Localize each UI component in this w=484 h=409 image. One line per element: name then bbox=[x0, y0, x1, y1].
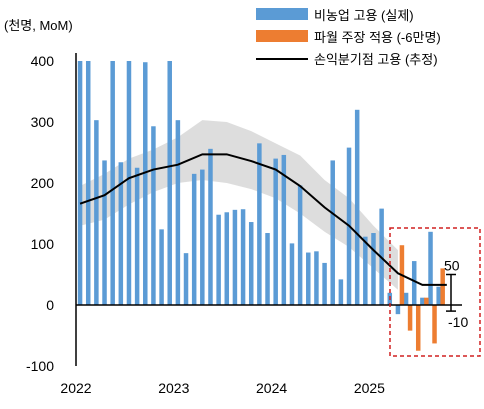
bar-actual-2022-05 bbox=[110, 61, 115, 305]
band-area bbox=[80, 120, 398, 290]
annotation-label: -10 bbox=[448, 314, 468, 330]
bar-actual-2023-07 bbox=[224, 212, 230, 305]
bar-actual-2023-03 bbox=[191, 173, 197, 305]
bar-actual-2025-06 bbox=[411, 261, 417, 305]
bar-actual-2025-08 bbox=[428, 231, 433, 305]
bar-actual-2023-10 bbox=[248, 222, 254, 305]
bar-actual-2022-04 bbox=[102, 160, 107, 305]
bar-actual-2024-08 bbox=[330, 160, 335, 305]
bar-actual-2023-06 bbox=[216, 214, 221, 305]
legend-swatch bbox=[256, 30, 308, 42]
x-tick-label: 2025 bbox=[354, 380, 385, 396]
bar-actual-2023-05 bbox=[208, 148, 213, 305]
legend-label: 비농업 고용 (실제) bbox=[314, 8, 414, 23]
legend: 비농업 고용 (실제) 파월 주장 적용 (-6만명) 손익분기점 고용 (추정) bbox=[256, 8, 441, 67]
bar-actual-2022-09 bbox=[143, 62, 148, 305]
y-tick-label: -100 bbox=[26, 358, 54, 374]
bar-actual-2024-12 bbox=[363, 236, 368, 305]
bar-actual-2024-04 bbox=[297, 185, 303, 305]
bar-actual-2023-09 bbox=[240, 209, 246, 305]
unit-label: (천명, MoM) bbox=[4, 18, 73, 33]
bar-actual-2023-02 bbox=[183, 253, 189, 305]
y-tick-label: 200 bbox=[31, 175, 55, 191]
bar-actual-2024-01 bbox=[273, 158, 278, 305]
annotation-box: 50 -10 bbox=[389, 227, 481, 357]
bar-actual-2024-06 bbox=[314, 251, 319, 305]
bar-actual-2022-07 bbox=[126, 61, 132, 305]
legend-label: 파월 주장 적용 (-6만명) bbox=[314, 30, 441, 45]
bar-actual-2022-12 bbox=[167, 61, 172, 305]
bar-powell-2025-05 bbox=[407, 305, 413, 331]
x-tick-label: 2023 bbox=[158, 380, 189, 396]
bar-actual-2022-08 bbox=[134, 167, 140, 305]
bar-actual-2023-12 bbox=[265, 233, 270, 305]
bar-actual-2025-01 bbox=[371, 233, 376, 305]
bar-actual-2024-02 bbox=[281, 154, 287, 305]
bar-actual-2023-04 bbox=[200, 169, 205, 305]
annotation-label: 50 bbox=[444, 258, 460, 274]
bar-actual-2024-09 bbox=[338, 279, 344, 305]
x-tick-label: 2022 bbox=[60, 380, 91, 396]
bar-actual-2022-03 bbox=[94, 120, 99, 305]
confidence-band bbox=[80, 120, 398, 290]
legend-swatch bbox=[256, 8, 308, 20]
y-tick-label: 400 bbox=[31, 53, 55, 69]
bar-actual-2024-03 bbox=[289, 243, 295, 305]
axes: 400 300 200 100 0 -100 2022 2023 2024 2025 bbox=[26, 53, 462, 396]
bar-actual-2023-11 bbox=[257, 143, 262, 305]
breakeven-polyline bbox=[79, 153, 447, 286]
bar-actual-2023-01 bbox=[175, 120, 181, 305]
bar-actual-2024-11 bbox=[354, 109, 360, 305]
bar-powell-2025-07 bbox=[424, 297, 429, 305]
bar-actual-2022-10 bbox=[151, 126, 156, 306]
bar-powell-2025-08 bbox=[432, 305, 437, 344]
bars bbox=[77, 61, 445, 351]
bar-actual-2022-02 bbox=[85, 61, 91, 305]
y-tick-label: 0 bbox=[46, 297, 54, 313]
bar-powell-2025-09 bbox=[440, 268, 445, 305]
bar-actual-2025-05 bbox=[403, 292, 409, 305]
y-tick-label: 300 bbox=[31, 114, 55, 130]
bar-actual-2022-11 bbox=[159, 229, 164, 305]
bar-actual-2025-09 bbox=[436, 286, 441, 305]
bar-actual-2025-04 bbox=[395, 305, 401, 315]
x-tick-label: 2024 bbox=[256, 380, 287, 396]
y-tick-label: 100 bbox=[31, 236, 55, 252]
highlight-box bbox=[389, 227, 481, 357]
bar-actual-2024-05 bbox=[306, 252, 311, 305]
bar-powell-2025-06 bbox=[415, 305, 421, 351]
bar-actual-2022-06 bbox=[118, 162, 124, 305]
bar-actual-2022-01 bbox=[77, 61, 83, 305]
bar-actual-2025-07 bbox=[420, 297, 425, 305]
bar-actual-2024-07 bbox=[322, 262, 327, 305]
legend-label: 손익분기점 고용 (추정) bbox=[314, 52, 438, 67]
bar-actual-2023-08 bbox=[232, 209, 238, 305]
breakeven-line bbox=[79, 153, 447, 286]
